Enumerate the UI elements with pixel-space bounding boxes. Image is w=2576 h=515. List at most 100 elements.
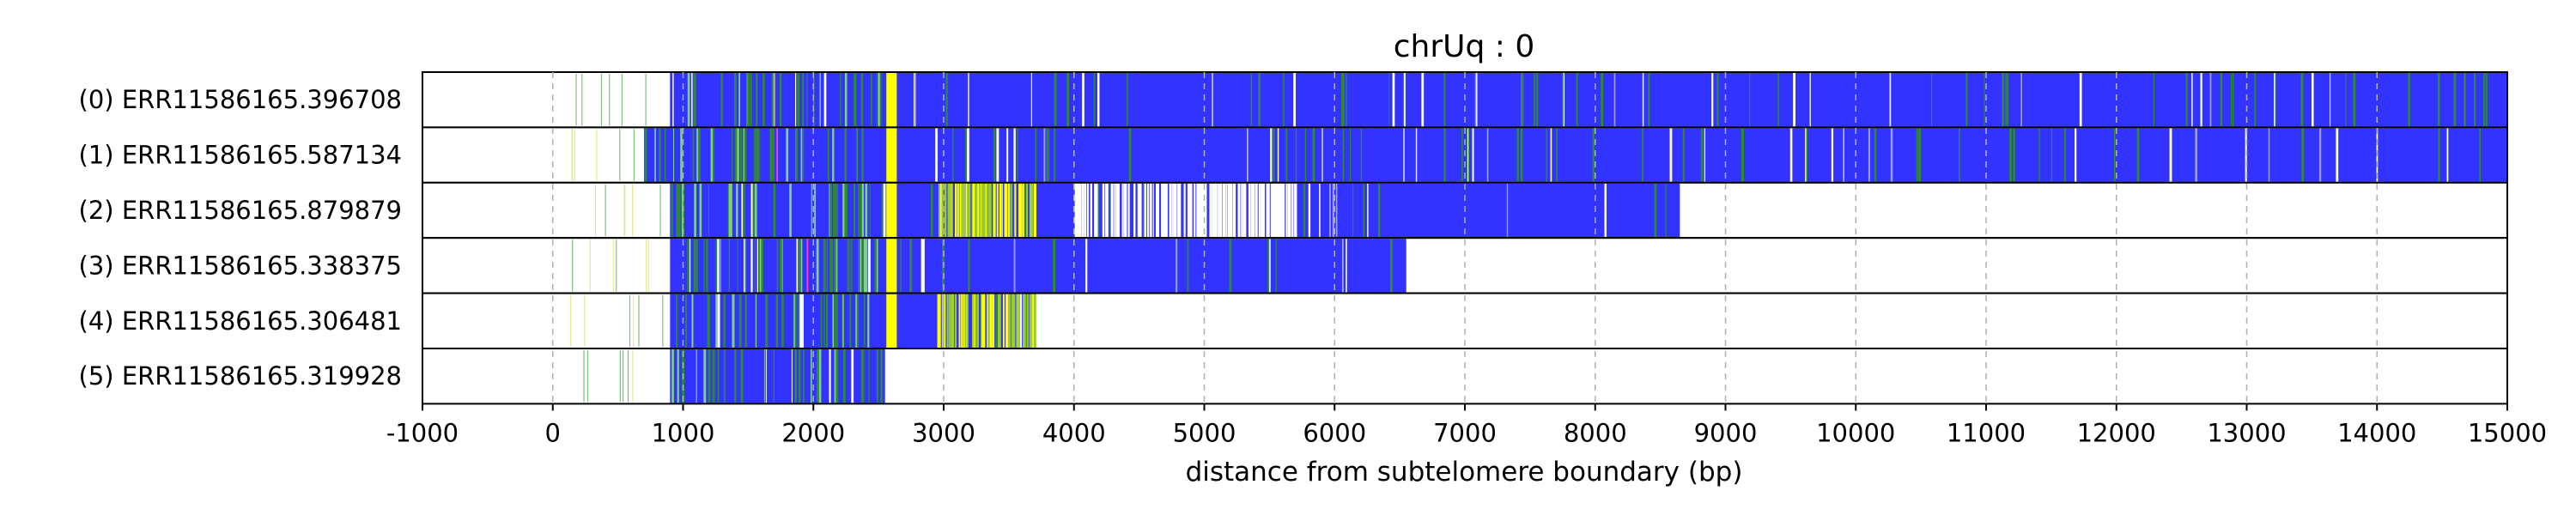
read-row-3: (3) ERR11586165.338375 (79, 237, 2508, 294)
read-stripe (1133, 183, 1136, 238)
read-stripe (671, 349, 674, 403)
read-stripe (712, 128, 714, 182)
read-stripe (750, 183, 753, 238)
read-stripe (2005, 73, 2007, 127)
read-stripe (867, 294, 870, 348)
x-axis: -1000 0 1000 2000 3000 4000 5000 6000 7000 8000 90… (386, 403, 2547, 447)
read-stripe (677, 183, 681, 238)
read-stripe (1077, 183, 1079, 238)
read-stripe (775, 294, 779, 348)
read-stripe (2002, 73, 2005, 127)
read-stripe (1233, 183, 1236, 238)
read-stripe (690, 73, 693, 127)
read-stripe (952, 128, 954, 182)
read-row-1: (1) ERR11586165.587134 (79, 126, 2508, 184)
read-stripe (1283, 183, 1285, 238)
read-stripe (795, 73, 797, 127)
read-stripe (1749, 73, 1751, 127)
read-stripe (654, 128, 656, 182)
read-stripe (1889, 73, 1892, 127)
read-stripe (762, 73, 765, 127)
read-stripe (738, 294, 742, 348)
read-stripe (975, 183, 978, 238)
read-stripe (1030, 183, 1032, 238)
read-stripe (868, 349, 870, 403)
read-stripe (1032, 294, 1035, 348)
read-stripe (1250, 73, 1253, 127)
read-stripe (728, 239, 731, 293)
read-stripe (796, 128, 799, 182)
read-stripe (819, 349, 822, 403)
read-stripe (1293, 73, 1297, 127)
read-stripe (781, 294, 783, 348)
read-stripe (1225, 183, 1228, 238)
read-stripe (1097, 183, 1100, 238)
x-tick-label: 5000 (1173, 418, 1236, 447)
read-stripe (1295, 128, 1297, 182)
x-tick-label: 14000 (2337, 418, 2416, 447)
read-stripe (845, 183, 848, 238)
read-label-3: (3) ERR11586165.338375 (79, 251, 402, 280)
read-stripe (981, 294, 984, 348)
read-stripe (715, 294, 718, 348)
read-stripe (723, 294, 726, 348)
read-stripe (1716, 73, 1719, 127)
read-stripe (835, 294, 838, 348)
read-stripe (2050, 128, 2053, 182)
read-stripe (728, 183, 731, 238)
x-tick-label: 13000 (2207, 418, 2286, 447)
read-stripe (1443, 128, 1446, 182)
read-stripe (1161, 183, 1163, 238)
read-stripe (2191, 73, 2193, 127)
read-stripe (736, 183, 738, 238)
read-stripe (1304, 128, 1307, 182)
read-stripe (1289, 183, 1291, 238)
read-stripe (739, 128, 743, 182)
read-stripe (692, 294, 695, 348)
read-stripe (1017, 128, 1018, 182)
read-stripe (1874, 128, 1877, 182)
read-stripe (1868, 128, 1870, 182)
read-stripe (708, 183, 709, 238)
read-stripe (978, 183, 981, 238)
read-stripe (1711, 73, 1714, 127)
read-stripe (842, 183, 845, 238)
read-yellow-band (886, 239, 897, 293)
read-stripe (1013, 294, 1016, 348)
read-stripe (860, 73, 863, 127)
read-stripe (1102, 183, 1105, 238)
read-stripe (863, 349, 865, 403)
read-stripe (1013, 128, 1016, 182)
read-stripe (1218, 183, 1220, 238)
read-stripe (855, 294, 857, 348)
read-stripe (849, 294, 852, 348)
read-stripe (692, 128, 695, 182)
read-stripe (1461, 128, 1463, 182)
read-stripe (1143, 183, 1145, 238)
read-stripe (752, 183, 755, 238)
read-stripe (1342, 128, 1345, 182)
read-stripe (2437, 73, 2440, 127)
read-stripe (996, 128, 999, 182)
read-stripe (1285, 183, 1288, 238)
read-stripe (1271, 183, 1274, 238)
read-stripe (761, 239, 763, 293)
read-stripe (1176, 239, 1178, 293)
read-stripe (845, 73, 848, 127)
read-stripe (699, 183, 702, 238)
read-stripe (754, 239, 756, 293)
read-stripe (1287, 183, 1290, 238)
read-stripe (834, 349, 836, 403)
read-stripe (844, 128, 847, 182)
read-stripe (1360, 128, 1363, 182)
read-stripe (1403, 128, 1405, 182)
read-stripe (832, 183, 835, 238)
read-stripe (1281, 183, 1284, 238)
read-stripe (720, 73, 723, 127)
x-tick-label: 15000 (2468, 418, 2547, 447)
read-stripe (981, 294, 983, 348)
read-stripe (832, 294, 835, 348)
read-stripe (802, 294, 805, 348)
read-stripe (880, 349, 883, 403)
